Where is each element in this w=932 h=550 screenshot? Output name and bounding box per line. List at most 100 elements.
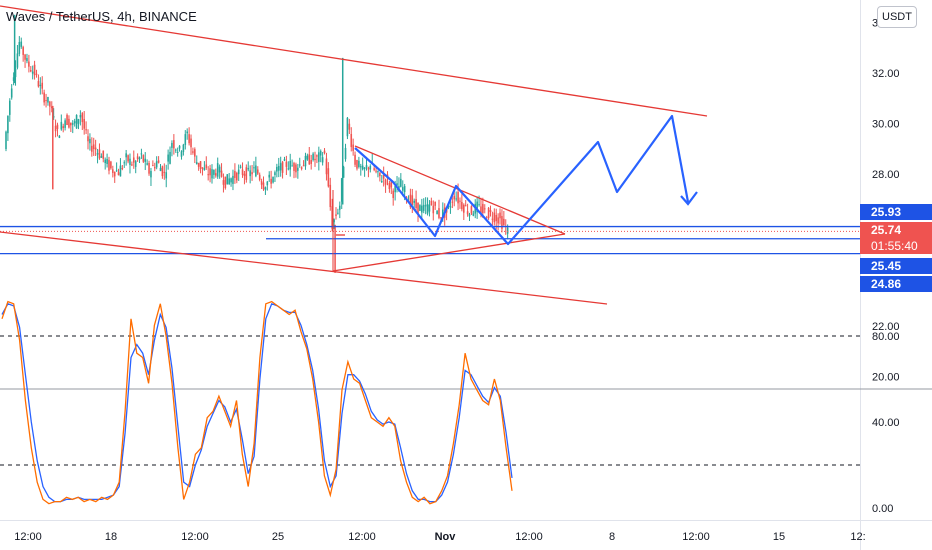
candle-body (304, 155, 307, 167)
candle-body (434, 201, 436, 206)
candle-body (342, 166, 345, 178)
candle-body (306, 155, 309, 160)
time-tick-label: 12:00 (515, 531, 543, 543)
projection-arrow[interactable] (680, 191, 698, 206)
candle-body (178, 145, 181, 149)
candle-body (87, 136, 89, 142)
candle-body (270, 178, 272, 184)
candle-body (491, 218, 494, 220)
candle-body (283, 159, 286, 161)
candle-body (400, 178, 402, 187)
candle-body (417, 202, 419, 214)
candle-body (318, 152, 320, 162)
candle-body (232, 175, 234, 184)
candle-body (258, 174, 261, 180)
candle-body (68, 118, 70, 128)
candle-body (94, 147, 97, 150)
candle-body (58, 135, 61, 138)
candle-body (312, 153, 314, 160)
candle-body (209, 168, 211, 176)
candle-body (134, 161, 137, 167)
candle-body (348, 123, 351, 130)
candle-body (157, 160, 160, 163)
candle-body (150, 171, 152, 178)
candle-body (171, 142, 173, 148)
candle-body (251, 172, 253, 175)
candle-body (388, 182, 391, 190)
candle-body (239, 166, 242, 168)
price-tick-label: 22.00 (872, 321, 900, 333)
candle-body (325, 158, 328, 175)
candle-body (169, 151, 171, 164)
candle-body (297, 167, 299, 171)
candle-body (49, 101, 51, 107)
candle-body (463, 204, 465, 213)
candle-body (37, 81, 40, 87)
bar-countdown: 01:55:40 (871, 239, 918, 253)
candle-body (218, 166, 221, 173)
candle-body (60, 121, 63, 130)
candle-body (480, 206, 482, 214)
candle-body (464, 205, 467, 207)
candle-body (213, 170, 215, 175)
candle-body (291, 165, 293, 167)
candle-body (440, 217, 442, 219)
candle-body (276, 166, 278, 172)
candle-body (35, 73, 38, 75)
candle-body (256, 169, 259, 174)
candle-body (247, 168, 250, 170)
candle-body (237, 169, 240, 175)
candle-body (92, 144, 95, 150)
candle-body (220, 170, 223, 177)
candle-body (182, 144, 185, 152)
candle-body (432, 205, 435, 214)
candle-body (64, 120, 66, 128)
candle-body (24, 54, 26, 60)
candle-body (422, 204, 425, 211)
candle-body (344, 147, 347, 160)
time-tick-label: 8 (609, 531, 615, 543)
candle-body (41, 82, 44, 89)
candle-body (62, 126, 65, 129)
candle-body (163, 171, 166, 173)
candle-body (5, 131, 7, 150)
candle-body (321, 157, 324, 163)
candle-body (470, 206, 473, 214)
candle-body (499, 212, 501, 219)
candle-body (415, 198, 417, 209)
candle-body (489, 210, 492, 212)
candle-body (478, 204, 480, 206)
candle-body (426, 204, 429, 214)
candle-body (77, 119, 80, 124)
projection-path[interactable] (354, 114, 690, 246)
time-tick-label: 12: (850, 531, 865, 543)
candle-body (356, 160, 358, 169)
trend-line[interactable] (332, 233, 566, 272)
trend-line[interactable] (0, 231, 608, 305)
candle-body (403, 186, 406, 193)
candle-body (201, 167, 204, 169)
osc-tick-label: 40.00 (872, 417, 900, 429)
candle-body (377, 171, 379, 173)
candle-body (180, 151, 183, 157)
candle-body (495, 214, 498, 222)
candle-body (29, 70, 32, 72)
candle-body (359, 166, 362, 168)
candle-body (310, 160, 312, 164)
candle-body (293, 163, 295, 171)
time-tick-label: 12:00 (682, 531, 710, 543)
time-tick-label: 18 (105, 531, 117, 543)
candle-body (98, 149, 101, 159)
currency-button[interactable]: USDT (877, 6, 917, 28)
trend-line[interactable] (0, 5, 708, 117)
candle-body (476, 201, 478, 213)
candle-body (392, 190, 394, 199)
time-tick-label: Nov (435, 531, 457, 543)
candle-body (73, 121, 76, 124)
candle-body (379, 172, 381, 177)
candle-body (255, 165, 257, 177)
candle-body (287, 168, 290, 170)
candle-body (380, 181, 383, 183)
